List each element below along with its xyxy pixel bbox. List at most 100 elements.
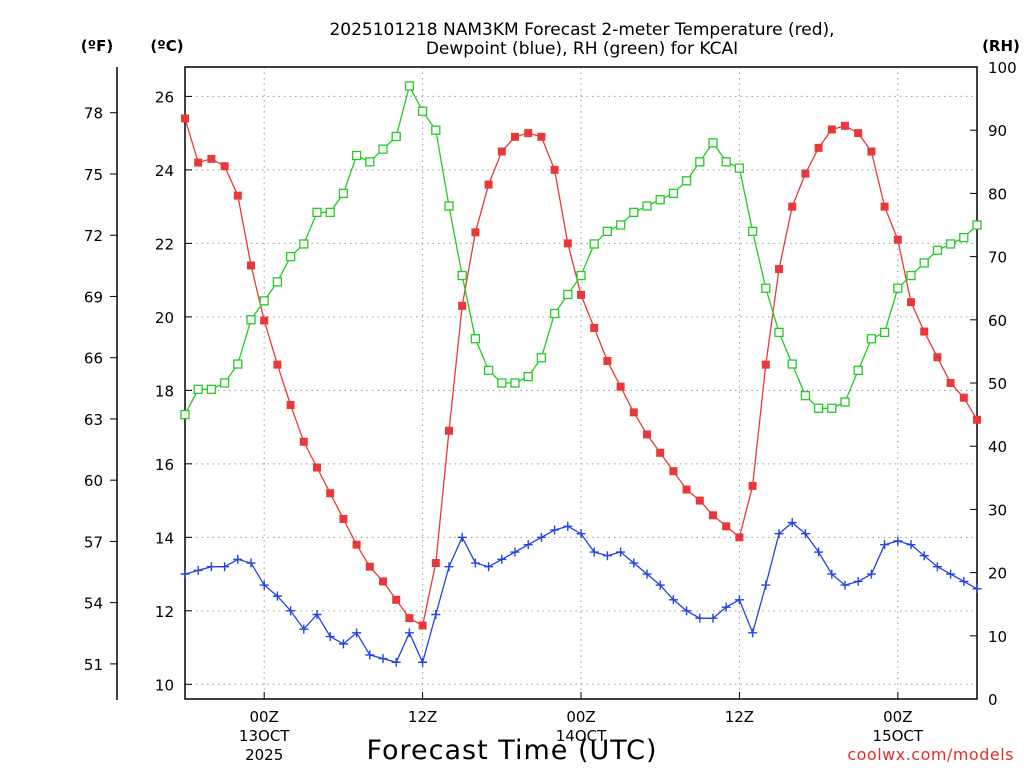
- temperature-point: [959, 393, 968, 402]
- rh-point: [444, 201, 454, 211]
- dewpoint-point: [642, 569, 652, 579]
- temperature-point: [365, 562, 374, 571]
- dewpoint-point: [484, 562, 494, 572]
- celsius-tick-label: 14: [155, 529, 174, 547]
- chart-title-line-2: Dewpoint (blue), RH (green) for KCAI: [426, 39, 738, 59]
- temperature-point: [431, 559, 440, 568]
- dewpoint-point: [563, 521, 573, 531]
- temperature-point: [405, 614, 414, 623]
- dewpoint-point: [589, 547, 599, 557]
- dewpoint-point: [418, 657, 428, 667]
- temperature-point: [299, 437, 308, 446]
- dewpoint-point: [391, 657, 401, 667]
- rh-point: [404, 81, 415, 91]
- temperature-point: [207, 154, 216, 163]
- rh-point: [800, 390, 811, 401]
- rh-point: [629, 207, 639, 218]
- celsius-tick-label: 16: [155, 456, 174, 474]
- rh-point: [681, 176, 692, 186]
- celsius-tick-label: 20: [155, 309, 174, 327]
- rh-point: [510, 378, 520, 388]
- dewpoint-point: [814, 547, 824, 557]
- temperature-point: [735, 533, 744, 542]
- temperature-point: [392, 595, 401, 604]
- dewpoint-point: [761, 580, 771, 590]
- dewpoint-point: [893, 536, 903, 546]
- dewpoint-point: [193, 565, 203, 575]
- rh-unit-label: (RH): [982, 37, 1020, 55]
- rh-point: [787, 359, 797, 369]
- temperature-point: [682, 485, 691, 494]
- temperature-point: [458, 301, 467, 310]
- rh-point: [470, 334, 481, 344]
- rh-point: [945, 239, 956, 249]
- dewpoint-point: [259, 580, 269, 590]
- dewpoint-point: [866, 569, 876, 579]
- dewpoint-point: [272, 591, 282, 601]
- temperature-point: [418, 621, 427, 630]
- temperature-point: [484, 180, 493, 189]
- temperature-point: [445, 426, 453, 435]
- rh-point: [391, 131, 401, 142]
- dewpoint-point: [246, 558, 256, 568]
- rh-point: [602, 226, 613, 236]
- dewpoint-point: [457, 532, 467, 542]
- dewpoint-point: [602, 551, 612, 561]
- rh-point: [906, 270, 916, 281]
- rh-point: [219, 378, 230, 388]
- rh-point: [747, 226, 758, 236]
- temperature-point: [946, 379, 955, 387]
- dewpoint-point: [404, 628, 414, 638]
- temperature-point: [247, 261, 255, 270]
- temperature-point: [550, 165, 559, 174]
- temperature-point: [260, 316, 269, 325]
- time-tick-label: 00Z: [566, 708, 595, 726]
- dewpoint-point: [840, 580, 850, 590]
- temperature-point: [629, 408, 638, 417]
- dewpoint-point: [550, 525, 560, 535]
- dewpoint-point: [880, 540, 890, 550]
- rh-tick-label: 10: [988, 628, 1007, 646]
- dewpoint-point: [853, 576, 863, 586]
- temperature-point: [181, 114, 189, 123]
- temperature-point: [722, 522, 731, 531]
- celsius-tick-label: 18: [155, 382, 174, 400]
- temperature-point: [880, 202, 889, 211]
- temperature-point: [801, 169, 810, 178]
- x-axis-title: Forecast Time (UTC): [366, 735, 657, 766]
- temperature-point: [471, 228, 480, 237]
- rh-point: [721, 157, 731, 167]
- rh-point: [615, 220, 626, 230]
- rh-point: [549, 308, 560, 319]
- rh-point: [457, 270, 467, 281]
- dewpoint-point: [616, 547, 626, 557]
- rh-point: [827, 403, 837, 413]
- rh-tick-label: 20: [988, 565, 1007, 583]
- time-tick-label: 00Z: [250, 708, 279, 726]
- temperature-point: [920, 327, 929, 336]
- temperature-point: [656, 448, 665, 457]
- rh-point: [840, 397, 850, 407]
- dewpoint-point: [748, 628, 758, 638]
- dewpoint-point: [312, 609, 322, 619]
- rh-point: [233, 359, 243, 369]
- dewpoint-point: [352, 628, 362, 638]
- dewpoint-point: [721, 602, 731, 612]
- celsius-tick-label: 22: [155, 235, 174, 253]
- temperature-point: [563, 239, 572, 248]
- dewpoint-point: [220, 562, 230, 572]
- rh-point: [813, 403, 824, 413]
- rh-point: [708, 138, 718, 148]
- rh-point: [365, 157, 375, 167]
- rh-point: [563, 289, 573, 300]
- temperature-point: [695, 496, 704, 505]
- temperature-point: [326, 489, 335, 498]
- chart-title-line-1: 2025101218 NAM3KM Forecast 2-meter Tempe…: [329, 20, 834, 40]
- dewpoint-point: [536, 532, 546, 542]
- rh-point: [483, 365, 494, 376]
- time-tick-label: 12Z: [725, 708, 754, 726]
- dewpoint-point: [932, 562, 942, 572]
- rh-point: [351, 150, 362, 161]
- dewpoint-point: [325, 632, 335, 642]
